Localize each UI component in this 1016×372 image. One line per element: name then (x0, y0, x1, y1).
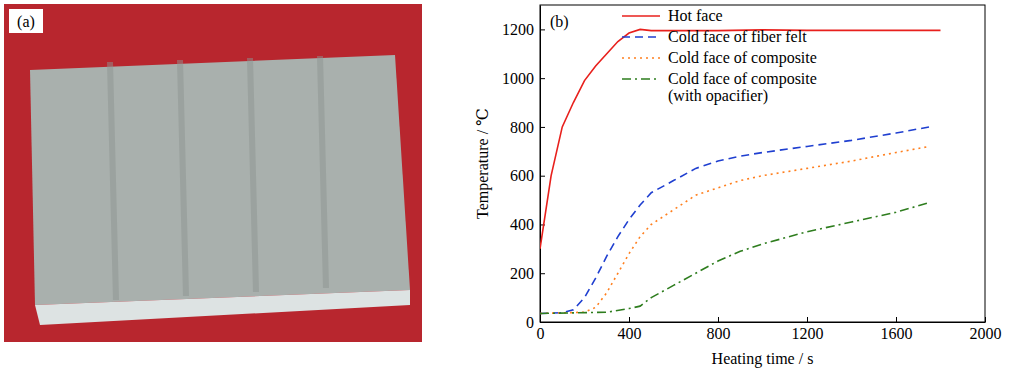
axis-line (541, 322, 986, 323)
x-axis: 0 400 800 1200 1600 2000 (537, 317, 1002, 342)
tick-mark (985, 317, 986, 322)
sample-texture (180, 60, 186, 296)
tick-label: 0 (526, 314, 534, 331)
tick-mark (807, 317, 808, 322)
tick: 400 (618, 317, 642, 342)
tick: 1600 (881, 317, 913, 342)
sample-texture (320, 56, 326, 288)
tick-label: 2000 (970, 325, 1002, 342)
tick-mark (540, 176, 545, 177)
tick-label: 0 (537, 325, 545, 342)
tick-mark (540, 273, 545, 274)
plot-frame (540, 5, 985, 322)
panel-label-box (9, 9, 43, 33)
tick-mark (540, 78, 545, 79)
legend-label: Hot face (668, 7, 723, 24)
legend-label: Cold face of fiber felt (668, 28, 807, 45)
legend-label: Cold face of composite (668, 49, 817, 67)
legend-label: Cold face of composite(with opacifier) (668, 70, 817, 105)
tick-label: 800 (510, 119, 534, 136)
tick-label: 1200 (502, 21, 534, 38)
y-axis: 0 200 400 600 800 1000 1200 (502, 6, 545, 331)
tick: 800 (707, 317, 731, 342)
photo-panel: (a) (4, 4, 422, 342)
tick: 800 (510, 119, 545, 136)
tick-label: 400 (510, 216, 534, 233)
tick-label: 200 (510, 265, 534, 282)
tick-mark (540, 322, 545, 323)
tick-label: 800 (707, 325, 731, 342)
tick: 2000 (970, 317, 1002, 342)
tick-mark (718, 317, 719, 322)
photo-background (4, 4, 422, 342)
tick: 1200 (792, 317, 824, 342)
tick-label: 1600 (881, 325, 913, 342)
tick-mark (540, 127, 545, 128)
tick-label: 600 (510, 167, 534, 184)
tick-label: 400 (618, 325, 642, 342)
legend-swatch (622, 78, 660, 80)
data-line (540, 29, 941, 248)
panel-label: (a) (17, 13, 35, 31)
sample-top (30, 55, 410, 305)
legend-swatch (622, 15, 660, 17)
tick-mark (540, 29, 545, 30)
panel-label: (b) (550, 13, 569, 31)
legend: Hot face Cold face of fiber felt Cold face… (622, 7, 817, 105)
tick-mark (629, 317, 630, 322)
tick: 600 (510, 167, 545, 184)
data-line (540, 127, 929, 314)
x-axis-title: Heating time / s (712, 350, 814, 368)
tick-label: 1000 (502, 70, 534, 87)
axis-line (540, 6, 541, 323)
plot-area (540, 29, 941, 313)
y-axis-title: Temperature / ℃ (474, 108, 492, 219)
legend-swatch (622, 36, 660, 38)
data-line (540, 146, 929, 313)
data-line (540, 203, 929, 314)
tick: 200 (510, 265, 545, 282)
sample-texture (110, 62, 116, 300)
tick: 400 (510, 216, 545, 233)
sample-side (35, 290, 410, 325)
tick-label: 1200 (792, 325, 824, 342)
tick: 1000 (502, 70, 545, 87)
tick: 0 (526, 314, 545, 331)
sample-texture (250, 58, 256, 292)
legend-swatch (622, 57, 660, 59)
tick: 1200 (502, 21, 545, 38)
tick-mark (896, 317, 897, 322)
